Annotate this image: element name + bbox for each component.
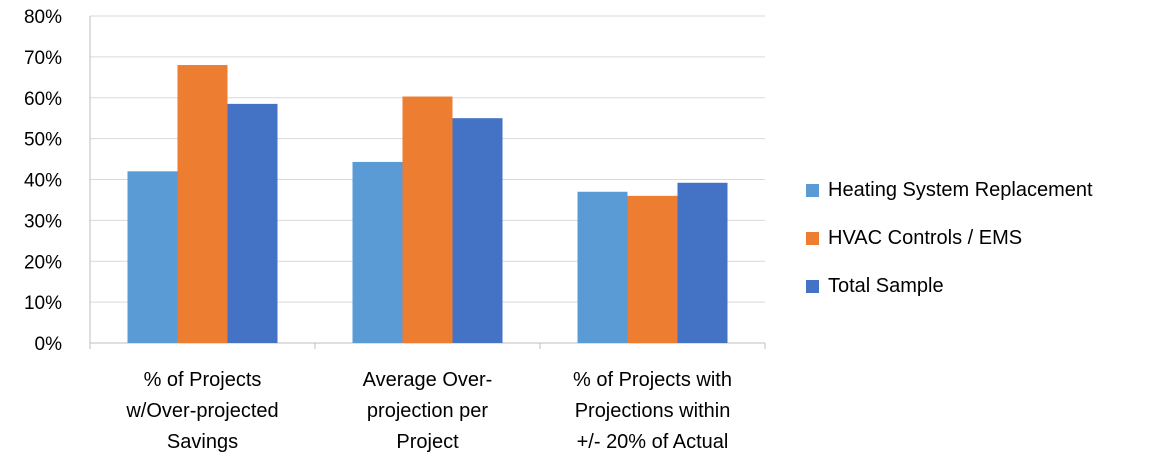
bar (402, 96, 453, 344)
x-category-label: w/Over-projected (125, 400, 278, 422)
bar (452, 118, 503, 343)
bar (352, 161, 403, 343)
x-category-label: Projections within (575, 400, 731, 422)
bar (227, 103, 278, 343)
y-tick-label: 40% (24, 171, 62, 192)
legend-label-heating: Heating System Replacement (828, 178, 1093, 201)
bar (177, 65, 228, 344)
bar (577, 191, 628, 343)
x-category-label: Project (396, 431, 459, 453)
y-tick-label: 30% (24, 211, 62, 232)
legend-swatch-total (806, 279, 819, 293)
legend-item-total: Total Sample (806, 262, 1093, 310)
x-category-label: projection per (367, 400, 489, 422)
x-category-label: +/- 20% of Actual (577, 431, 729, 453)
x-category-label: Average Over- (363, 369, 493, 391)
bar (127, 171, 178, 343)
x-category-label: % of Projects with (573, 369, 732, 391)
y-tick-label: 20% (24, 252, 62, 273)
x-category-label: Savings (167, 431, 238, 453)
bar (627, 195, 678, 343)
y-tick-label: 60% (24, 89, 62, 110)
y-tick-label: 80% (24, 7, 62, 28)
y-tick-label: 70% (24, 48, 62, 69)
legend-label-hvac: HVAC Controls / EMS (828, 226, 1023, 249)
y-tick-label: 10% (24, 293, 62, 314)
legend: Heating System Replacement HVAC Controls… (806, 166, 1093, 310)
legend-swatch-hvac (806, 231, 819, 245)
y-tick-label: 50% (24, 130, 62, 151)
legend-swatch-heating (806, 183, 819, 197)
y-tick-label: 0% (35, 334, 63, 355)
legend-item-heating: Heating System Replacement (806, 166, 1093, 214)
legend-item-hvac: HVAC Controls / EMS (806, 214, 1093, 262)
bar (677, 182, 728, 343)
legend-label-total: Total Sample (828, 274, 944, 297)
x-category-label: % of Projects (144, 369, 262, 391)
